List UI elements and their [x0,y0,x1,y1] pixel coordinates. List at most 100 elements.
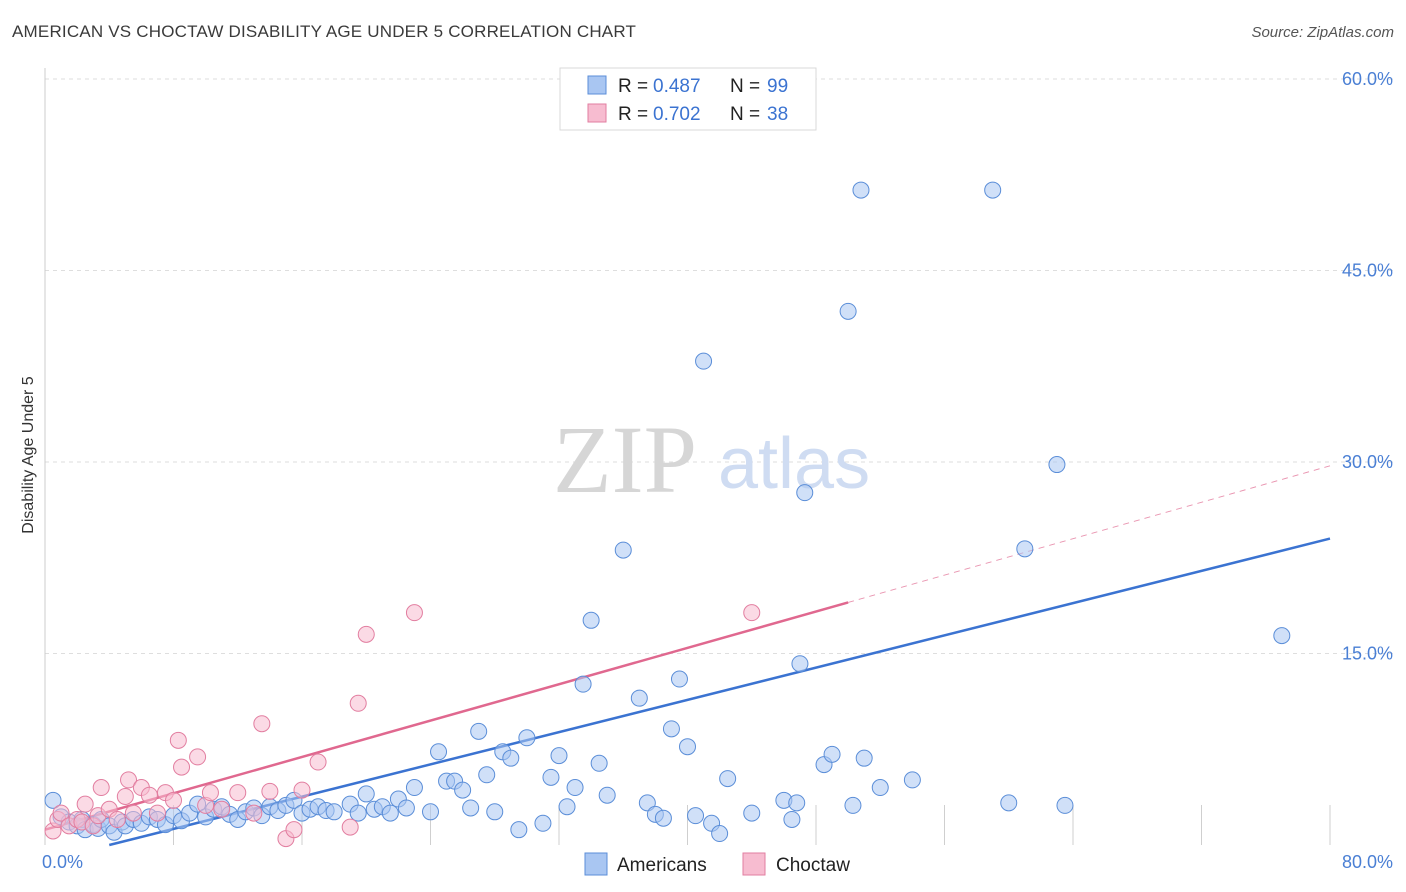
trend-line-1 [44,601,849,831]
point-americans [534,814,552,832]
point-americans [1000,794,1018,812]
point-americans [582,611,600,629]
point-americans [852,181,870,199]
point-choctaw [76,795,94,813]
point-choctaw [120,771,138,789]
data-points [44,181,1291,848]
point-choctaw [341,818,359,836]
point-americans [654,809,672,827]
point-americans [462,799,480,817]
point-americans [823,745,841,763]
point-choctaw [124,804,142,822]
point-choctaw [349,694,367,712]
legend-r-label-choctaw: R = [618,104,648,125]
point-choctaw [293,781,311,799]
chart-title: AMERICAN VS CHOCTAW DISABILITY AGE UNDER… [12,22,637,41]
point-americans [518,729,536,747]
point-americans [687,807,705,825]
point-americans [470,722,488,740]
point-americans [855,749,873,767]
point-americans [711,825,729,843]
point-americans [670,670,688,688]
point-choctaw [743,604,761,622]
legend-swatch-americans [587,75,607,95]
point-choctaw [189,748,207,766]
point-americans [510,821,528,839]
legend: R = 0.487 N = 99 R = 0.702 N = 38 [559,67,817,131]
y-tick-label: 60.0% [1342,69,1393,89]
point-choctaw [148,804,166,822]
point-americans [430,743,448,761]
point-americans [871,779,889,797]
point-americans [542,768,560,786]
point-americans [638,794,656,812]
bottom-legend-swatch-americans [584,852,608,876]
legend-r-value-choctaw: 0.702 [653,104,701,125]
point-americans [598,786,616,804]
point-americans [1016,540,1034,558]
point-americans [405,779,423,797]
bottom-legend-label-choctaw: Choctaw [776,855,850,876]
point-americans [44,791,62,809]
point-americans [1056,796,1074,814]
y-tick-labels: 15.0% 30.0% 45.0% 60.0% [1342,69,1393,664]
point-americans [454,781,472,799]
point-americans [743,804,761,822]
point-americans [349,804,367,822]
legend-n-label-americans: N = [730,76,760,97]
point-americans [679,738,696,756]
point-americans [788,794,806,812]
point-americans [839,302,857,320]
point-choctaw [116,787,134,805]
x-tick-label-max: 80.0% [1342,852,1393,872]
axes: Disability Age Under 5 0.0% 80.0% [20,68,1393,872]
point-americans [630,689,648,707]
point-choctaw [309,753,327,771]
y-tick-label: 45.0% [1342,261,1393,281]
point-americans [662,720,680,738]
point-choctaw [173,758,191,776]
point-americans [903,771,921,789]
trend-line-0 [108,537,1331,847]
point-choctaw [357,625,375,643]
point-choctaw [201,784,219,802]
point-choctaw [229,784,247,802]
point-americans [783,810,801,828]
point-americans [558,798,576,816]
point-americans [478,766,496,784]
point-americans [574,675,592,693]
chart-source: Source: ZipAtlas.com [1251,24,1394,41]
point-americans [502,749,520,767]
point-americans [381,804,399,822]
bottom-legend-label-americans: Americans [617,855,707,876]
point-choctaw [405,604,423,622]
point-americans [614,541,632,559]
point-americans [791,655,809,673]
point-americans [695,352,713,370]
point-choctaw [169,731,187,749]
legend-r-label-americans: R = [618,76,648,97]
point-americans [1048,456,1066,474]
point-choctaw [245,804,263,822]
point-choctaw [261,782,279,800]
point-choctaw [213,800,231,818]
point-americans [486,803,504,821]
point-americans [357,785,375,803]
point-americans [796,484,814,502]
watermark: ZIP atlas [553,406,870,513]
point-choctaw [165,791,182,809]
point-americans [566,779,584,797]
point-americans [590,754,608,772]
legend-n-value-americans: 99 [767,76,788,97]
y-axis-title: Disability Age Under 5 [20,376,37,534]
trend-line-extension-1 [847,465,1331,603]
point-choctaw [52,804,70,822]
bottom-legend-swatch-choctaw [742,852,766,876]
point-americans [325,803,343,821]
point-choctaw [108,810,126,828]
trend-lines [44,465,1331,847]
legend-swatch-choctaw [587,103,607,123]
point-americans [422,803,439,821]
point-americans [397,799,415,817]
